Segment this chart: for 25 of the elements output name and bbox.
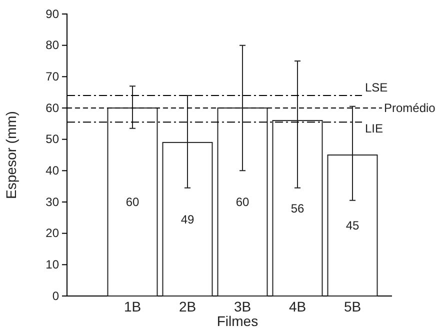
y-tick-label: 30 [46,194,60,209]
x-tick-label: 1B [124,298,142,315]
y-axis-title: Espesor (mm) [3,111,19,199]
y-tick-label: 20 [46,226,60,240]
y-tick-label: 40 [46,164,60,178]
data-label: 60 [126,195,140,210]
x-axis-title: Filmes [216,313,258,329]
data-label: 45 [346,218,360,233]
x-tick-label: 2B [178,298,196,315]
x-tick-label: 4B [288,298,306,315]
y-tick-label: 10 [46,258,60,272]
data-label: 60 [236,195,250,210]
x-tick-label: 3B [234,298,252,315]
y-tick-label: 60 [46,100,60,115]
y-tick-label: 90 [46,6,60,21]
ref-line-label: LSE [365,80,388,94]
y-tick-label: 50 [46,132,60,146]
data-label: 49 [180,212,194,226]
y-tick-label: 70 [46,70,60,84]
data-label: 56 [290,201,304,216]
ref-line-label: LIE [365,122,384,136]
x-tick-label: 5B [344,298,362,315]
y-tick-label: 0 [52,288,60,303]
ref-line-label: Promédio [384,101,436,116]
y-tick-label: 80 [46,38,60,52]
